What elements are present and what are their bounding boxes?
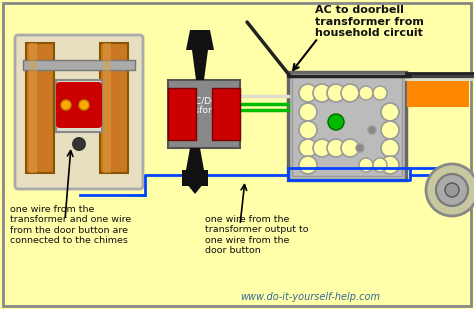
Bar [29,43,37,173]
Circle shape [61,100,71,110]
Circle shape [328,114,344,130]
Circle shape [445,183,459,197]
Circle shape [299,103,317,121]
Text: one wire from the
transformer output to
one wire from the
door button: one wire from the transformer output to … [205,215,309,255]
Circle shape [313,139,331,157]
Circle shape [72,137,86,151]
Circle shape [299,156,317,174]
Bar [56,80,102,132]
Bar [26,43,54,173]
Text: AC to doorbell
transformer from
household circuit: AC to doorbell transformer from househol… [315,5,424,38]
Text: AC/DC
transformer: AC/DC transformer [177,96,231,115]
Text: one wire from the
transformer and one wire
from the door button are
connected to: one wire from the transformer and one wi… [10,205,131,245]
Polygon shape [182,170,208,186]
Circle shape [381,103,399,121]
Circle shape [426,164,474,216]
Circle shape [79,100,89,110]
Bar [103,43,111,173]
Circle shape [359,86,373,100]
Polygon shape [192,50,208,80]
FancyBboxPatch shape [15,35,143,189]
Circle shape [341,139,359,157]
Bar [292,76,402,176]
Bar [168,80,240,148]
FancyBboxPatch shape [56,82,102,128]
Circle shape [356,144,364,152]
Circle shape [313,84,331,102]
Circle shape [381,139,399,157]
Circle shape [299,84,317,102]
Circle shape [373,158,387,172]
Text: 2-wire
cable: 2-wire cable [420,84,456,106]
Circle shape [368,126,376,134]
Bar [100,43,128,173]
Bar [212,88,240,140]
Circle shape [327,139,345,157]
Circle shape [381,121,399,139]
Circle shape [381,156,399,174]
Polygon shape [186,148,204,170]
Circle shape [359,158,373,172]
Polygon shape [186,30,214,50]
Text: www.do-it-yourself-help.com: www.do-it-yourself-help.com [240,292,380,302]
Polygon shape [182,178,208,194]
FancyBboxPatch shape [407,81,469,107]
Bar [168,88,196,140]
Circle shape [373,86,387,100]
Circle shape [299,121,317,139]
Circle shape [327,84,345,102]
Bar [288,72,406,180]
Circle shape [299,139,317,157]
Bar [23,60,135,70]
Circle shape [341,84,359,102]
Circle shape [436,174,468,206]
